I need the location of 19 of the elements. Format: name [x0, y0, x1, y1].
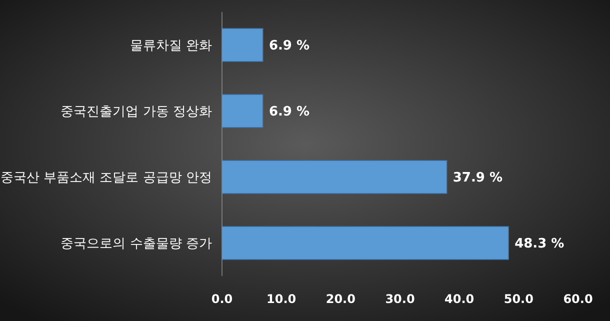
y-tick-label: 중국진출기업 가동 정상화	[60, 104, 212, 120]
y-tick-label: 중국산 부품소재 조달로 공급망 안정	[0, 170, 212, 186]
bar	[222, 94, 264, 128]
bar	[222, 28, 264, 62]
x-tick-label: 0.0	[211, 292, 233, 306]
x-tick-label: 50.0	[504, 292, 534, 306]
data-label: 48.3 %	[514, 236, 564, 252]
y-tick-label: 중국으로의 수출물량 증가	[60, 236, 212, 252]
data-label: 6.9 %	[268, 104, 310, 120]
x-tick-label: 20.0	[326, 292, 356, 306]
x-tick-label: 30.0	[385, 292, 415, 306]
bar	[222, 226, 509, 260]
bar	[222, 160, 448, 194]
data-label: 37.9 %	[452, 170, 503, 186]
x-tick-label: 10.0	[266, 292, 296, 306]
data-label: 6.9 %	[268, 38, 310, 54]
y-tick-label: 물류차질 완화	[130, 38, 212, 54]
x-tick-label: 60.0	[563, 292, 593, 306]
x-tick-label: 40.0	[444, 292, 474, 306]
